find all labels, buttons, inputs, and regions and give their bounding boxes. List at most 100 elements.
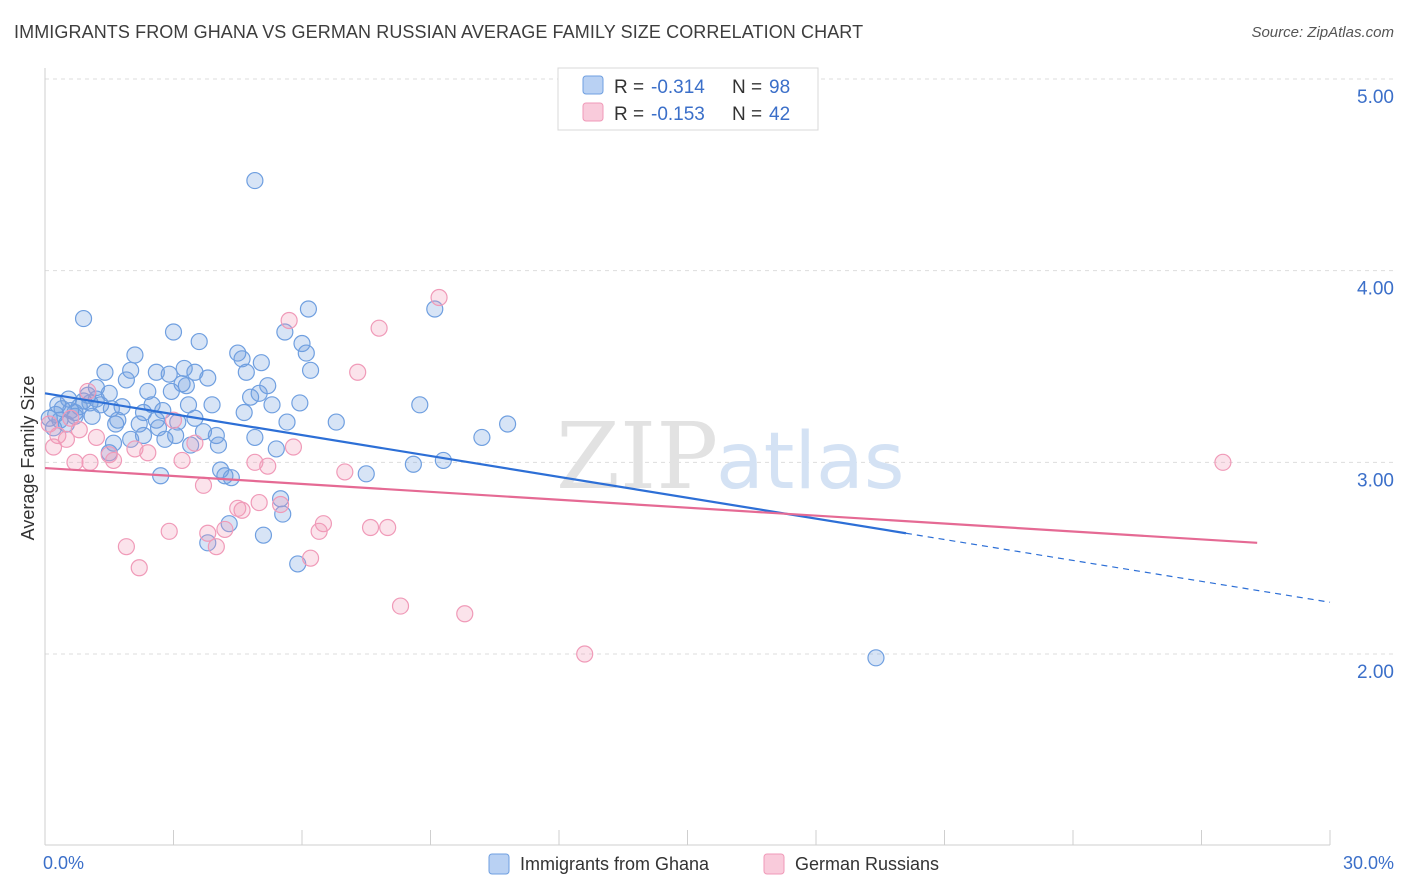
watermark-atlas: atlas: [716, 417, 905, 507]
german-russian-point-36: [349, 363, 367, 381]
german-russian-point-4: [62, 409, 80, 427]
german-russian-point-39: [379, 518, 397, 537]
legend-r-value-2: -0.153: [651, 104, 705, 125]
ghana-point-76: [297, 344, 315, 362]
legend-n-value-1: 98: [769, 77, 790, 98]
german-russian-point-21: [199, 524, 217, 542]
ghana-trend-extension: [905, 532, 1331, 603]
german-russian-point-20: [194, 476, 213, 494]
ghana-point-74: [291, 394, 309, 412]
ghana-point-80: [357, 465, 375, 483]
german-russian-point-28: [259, 457, 277, 475]
german-russian-point-26: [246, 453, 264, 471]
german-russian-point-0: [40, 415, 58, 433]
ghana-point-60: [237, 363, 255, 381]
german-russian-point-9: [87, 428, 106, 447]
ghana-point-64: [252, 354, 270, 372]
ghana-point-78: [299, 300, 318, 318]
legend-swatch-blue: [582, 75, 604, 95]
german-russian-point-15: [139, 444, 157, 462]
german-russian-point-12: [117, 538, 135, 556]
legend-swatch-pink: [582, 102, 604, 122]
german-russian-point-32: [301, 549, 320, 567]
legend-r-label-1: R =: [614, 77, 644, 98]
y-tick-labels: 2.00 3.00 4.00 5.00: [1357, 87, 1394, 683]
ghana-point-89: [122, 430, 140, 448]
legend-n-value-2: 42: [769, 104, 790, 125]
german-russian-point-42: [456, 605, 474, 623]
ghana-point-58: [233, 350, 251, 368]
german-russian-point-16: [160, 522, 178, 540]
y-tick-label-2: 4.00: [1357, 279, 1394, 300]
ghana-point-67: [263, 396, 281, 414]
german-russian-trend-line: [44, 466, 1258, 544]
german-russian-point-27: [250, 493, 268, 512]
german-russian-point-30: [280, 311, 298, 330]
german-russian-point-43: [576, 645, 594, 663]
german-russian-point-18: [173, 451, 191, 470]
ghana-point-61: [242, 388, 260, 406]
watermark-zip: ZIP: [556, 403, 718, 510]
y-tick-label-3: 5.00: [1357, 87, 1394, 108]
y-axis-title: Average Family Size: [18, 376, 38, 541]
ghana-point-68: [267, 440, 285, 458]
ghana-point-72: [278, 413, 296, 431]
german-russian-point-41: [430, 288, 448, 307]
ghana-point-87: [867, 649, 885, 667]
german-russian-point-35: [336, 463, 354, 481]
ghana-point-85: [473, 428, 491, 447]
ghana-point-52: [209, 436, 228, 454]
german-russian-point-44: [1214, 453, 1232, 471]
german-russian-point-11: [104, 451, 123, 470]
ghana-point-42: [175, 359, 193, 378]
ghana-point-95: [199, 534, 217, 552]
german-russian-point-34: [314, 515, 333, 533]
ghana-point-29: [139, 382, 157, 401]
chart-title: IMMIGRANTS FROM GHANA VS GERMAN RUSSIAN …: [14, 22, 864, 42]
ghana-point-77: [301, 361, 320, 379]
trend-lines: [44, 392, 1331, 603]
ghana-point-59: [235, 403, 253, 422]
german-russian-point-2: [49, 426, 67, 445]
german-russian-point-22: [207, 538, 225, 556]
ghana-trend-line: [44, 392, 907, 535]
y-tick-label-1: 3.00: [1357, 470, 1394, 491]
ghana-point-66: [259, 377, 277, 395]
ghana-point-86: [499, 415, 517, 433]
ghana-point-43: [177, 377, 195, 395]
x-tick-label-0: 0.0%: [43, 853, 84, 873]
ghana-point-38: [164, 323, 183, 341]
legend-r-value-1: -0.314: [651, 77, 705, 98]
ghana-point-75: [293, 334, 311, 353]
ghana-point-56: [222, 469, 240, 487]
ghana-point-35: [156, 430, 174, 448]
german-russian-point-14: [130, 559, 148, 577]
german-russian-point-8: [81, 453, 99, 471]
german-russian-point-25: [233, 501, 251, 519]
ghana-point-25: [122, 361, 140, 379]
german-russian-point-40: [391, 597, 410, 615]
ghana-point-24: [117, 371, 135, 389]
ghana-point-94: [134, 426, 153, 445]
german-russian-point-23: [216, 520, 234, 539]
german-russian-point-7: [79, 382, 97, 401]
ghana-point-36: [160, 365, 178, 383]
german-russian-point-31: [284, 438, 303, 456]
watermark: ZIP atlas: [556, 403, 905, 510]
german-russian-point-37: [361, 518, 380, 537]
ghana-point-47: [190, 332, 208, 351]
ghana-point-62: [246, 428, 264, 447]
ghana-point-79: [327, 413, 345, 431]
legend-n-label-2: N =: [732, 104, 762, 125]
x-tick-label-1: 30.0%: [1343, 853, 1394, 873]
ghana-point-26: [126, 346, 144, 364]
axes: [44, 68, 1331, 846]
german-russian-point-13: [126, 440, 144, 458]
data-points: [40, 171, 1232, 667]
x-tick-labels: 0.0% 30.0%: [43, 853, 1394, 873]
ghana-point-65: [254, 526, 273, 544]
ghana-point-14: [83, 407, 101, 425]
bottom-legend-swatch-pink: [763, 853, 785, 875]
bottom-legend: Immigrants from Ghana German Russians: [488, 853, 939, 875]
